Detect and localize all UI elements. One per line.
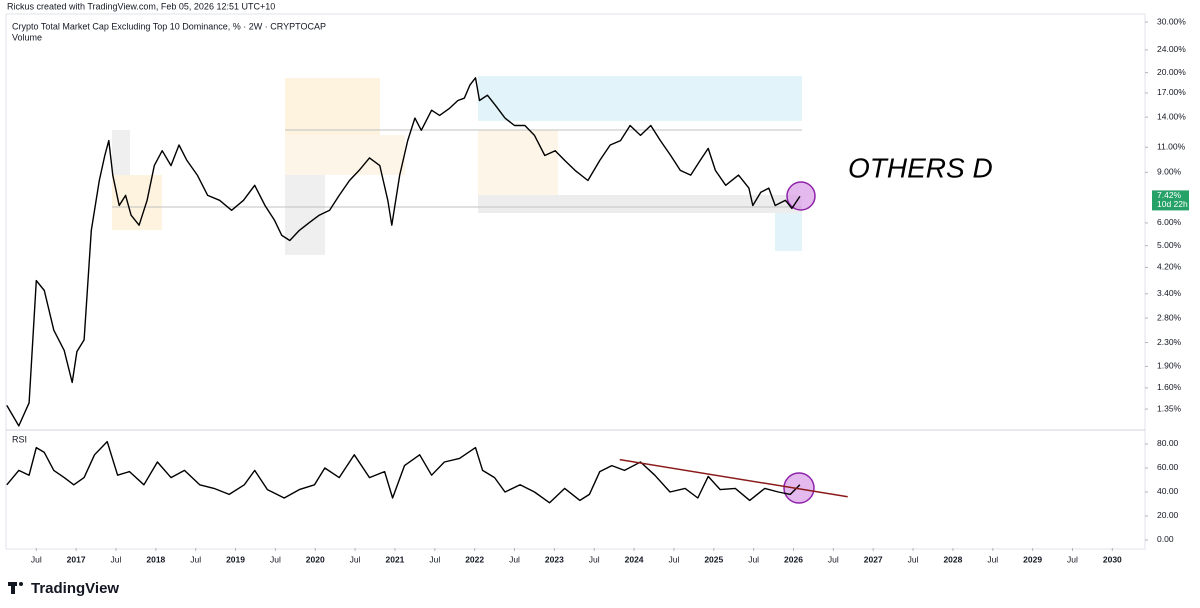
x-tick-label: 2025: [704, 554, 723, 564]
x-tick-label: Jul: [748, 554, 759, 564]
logo-mark: [19, 582, 23, 586]
logo: TradingView: [8, 580, 119, 597]
x-tick-label: 2017: [67, 554, 86, 564]
x-tick-label: Jul: [589, 554, 600, 564]
x-tick-label: Jul: [270, 554, 281, 564]
y-tick-label: 1.90%: [1157, 361, 1182, 371]
x-tick-label: 2020: [306, 554, 325, 564]
x-tick-label: Jul: [908, 554, 919, 564]
y-tick-label: 6.00%: [1157, 217, 1182, 227]
x-tick-label: 2021: [386, 554, 405, 564]
countdown-label: 10d 22h: [1157, 199, 1188, 209]
y-tick-label: 14.00%: [1157, 111, 1186, 121]
volume-label: Volume: [12, 32, 42, 42]
x-tick-label: 2029: [1023, 554, 1042, 564]
profile-zone: [285, 135, 405, 175]
y-tick-label: 9.00%: [1157, 167, 1182, 177]
x-tick-label: 2023: [545, 554, 564, 564]
x-tick-label: 2022: [465, 554, 484, 564]
x-tick-label: Jul: [1067, 554, 1078, 564]
y-tick-label: 30.00%: [1157, 16, 1186, 26]
last-price-box: [1152, 190, 1189, 211]
y-tick-label: 40.00: [1157, 486, 1179, 496]
y-tick-label: 80.00: [1157, 438, 1179, 448]
annotation: OTHERS D: [848, 152, 993, 183]
profile-zone: [285, 170, 325, 255]
plot-frame: [5, 13, 1146, 550]
last-price-label: 7.42%: [1157, 190, 1182, 200]
x-tick-label: Jul: [31, 554, 42, 564]
x-tick-label: 2030: [1103, 554, 1122, 564]
y-tick-label: 0.00: [1157, 534, 1174, 544]
y-tick-label: 1.35%: [1157, 403, 1182, 413]
x-tick-label: Jul: [668, 554, 679, 564]
y-tick-label: 11.00%: [1157, 142, 1186, 152]
rsi-title: RSI: [12, 434, 27, 444]
x-tick-label: Jul: [429, 554, 440, 564]
x-tick-label: 2026: [784, 554, 803, 564]
x-tick-label: 2024: [625, 554, 644, 564]
trendline: [619, 458, 848, 498]
y-tick-label: 2.80%: [1157, 312, 1182, 322]
x-tick-label: Jul: [350, 554, 361, 564]
y-tick-label: 60.00: [1157, 462, 1179, 472]
x-tick-label: 2018: [146, 554, 165, 564]
x-tick-label: 2027: [864, 554, 883, 564]
symbol-title: Crypto Total Market Cap Excluding Top 10…: [12, 21, 326, 31]
y-tick-label: 5.00%: [1157, 240, 1182, 250]
x-tick-label: Jul: [111, 554, 122, 564]
y-tick-label: 3.40%: [1157, 288, 1182, 298]
price-line: [6, 77, 801, 427]
profile-zone: [775, 213, 802, 251]
y-tick-label: 24.00%: [1157, 44, 1186, 54]
x-tick-label: 2019: [226, 554, 245, 564]
profile-zone: [285, 78, 380, 138]
rsi-line: [6, 440, 801, 504]
x-tick-label: Jul: [509, 554, 520, 564]
x-tick-label: Jul: [828, 554, 839, 564]
y-tick-label: 2.30%: [1157, 337, 1182, 347]
profile-zone: [478, 76, 802, 121]
y-tick-label: 20.00: [1157, 510, 1179, 520]
y-tick-label: 1.60%: [1157, 382, 1182, 392]
highlight-circle: [786, 181, 816, 211]
x-tick-label: Jul: [987, 554, 998, 564]
y-tick-label: 20.00%: [1157, 67, 1186, 77]
y-tick-label: 17.00%: [1157, 87, 1186, 97]
y-tick-label: 4.20%: [1157, 262, 1182, 272]
logo-mark: [11, 582, 15, 594]
credit: Rickus created with TradingView.com, Feb…: [7, 1, 275, 11]
x-tick-label: 2028: [943, 554, 962, 564]
highlight-circle: [783, 472, 815, 504]
logo-text: TradingView: [31, 580, 119, 597]
x-tick-label: Jul: [190, 554, 201, 564]
profile-zone: [478, 195, 802, 213]
volume-profile: [112, 76, 802, 255]
